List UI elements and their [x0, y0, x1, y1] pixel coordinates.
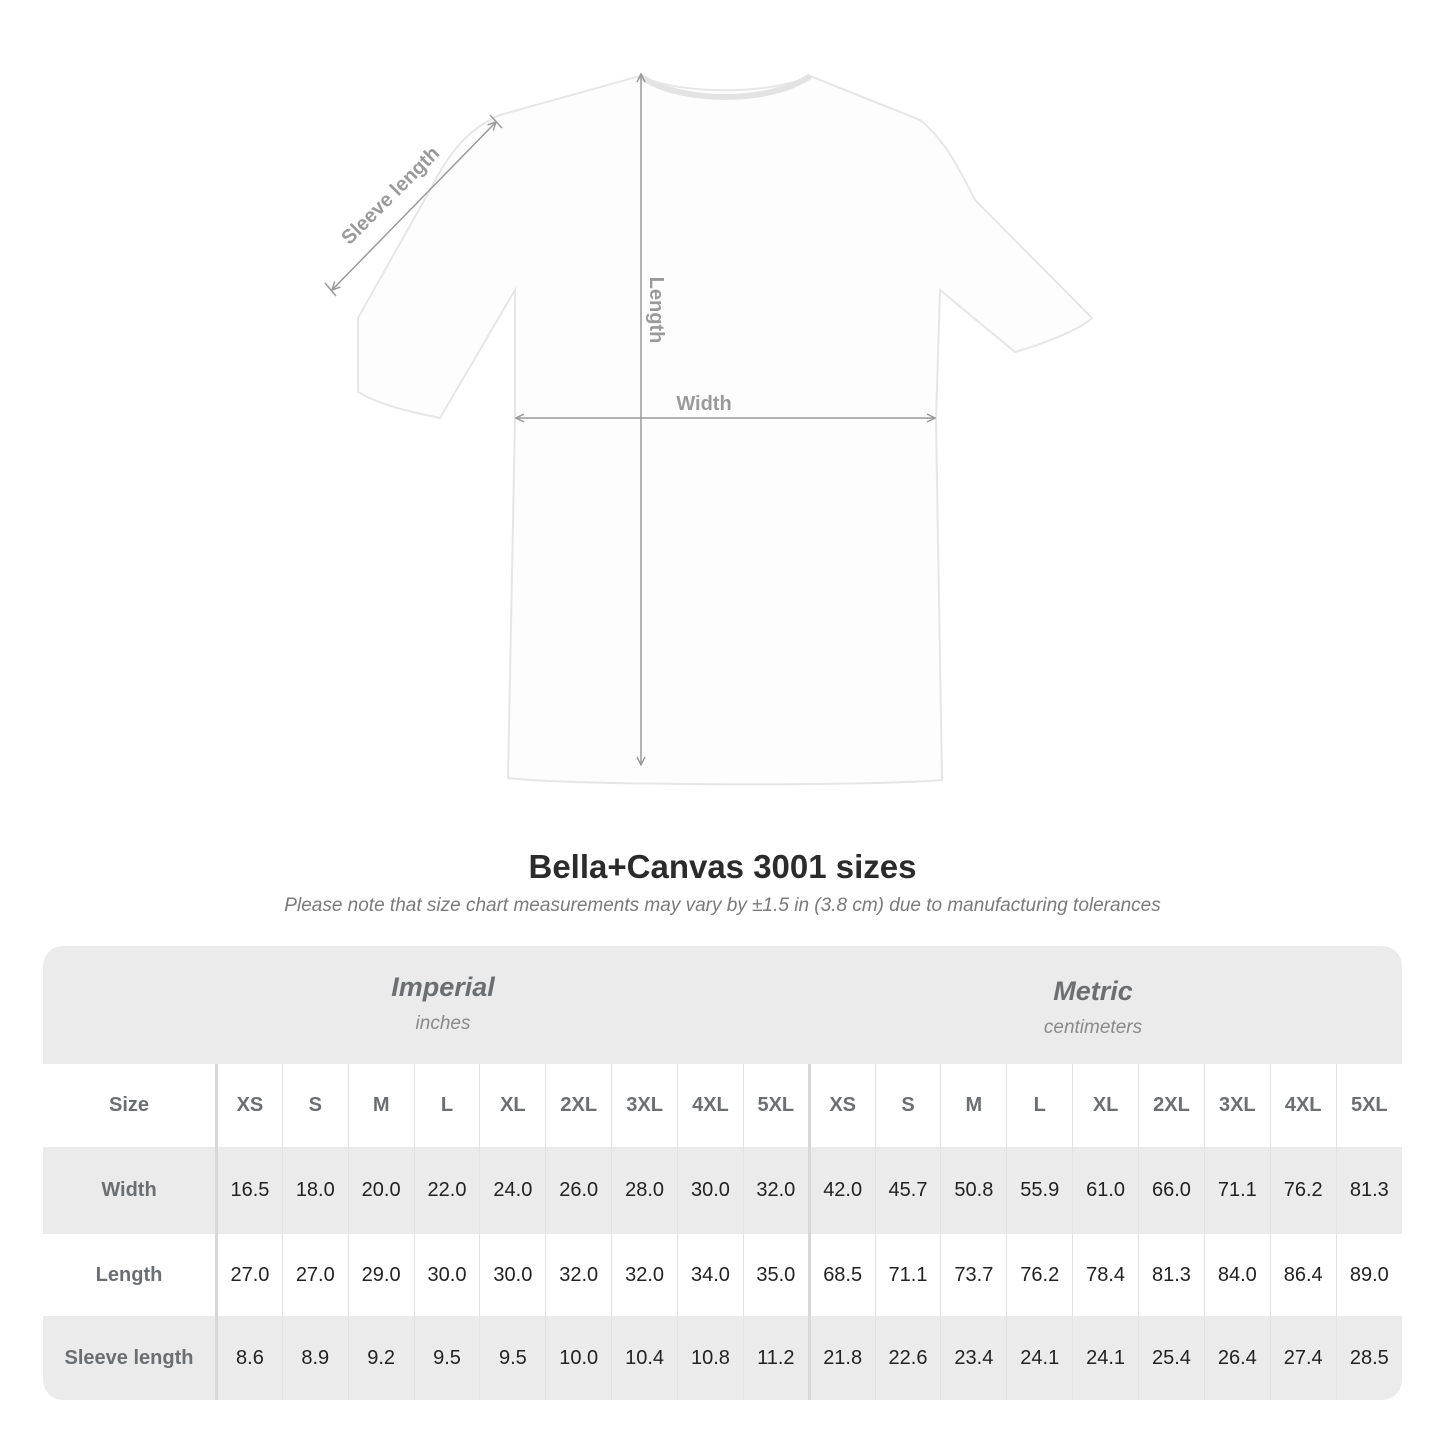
tshirt-body — [357, 74, 1094, 786]
imperial-value-cell: 29.0 — [347, 1234, 415, 1316]
imperial-value-cell: 8.9 — [281, 1316, 349, 1400]
row-label: Sleeve length — [43, 1316, 218, 1400]
metric-unit: centimeters — [1043, 1017, 1143, 1038]
metric-value-cell: 73.7 — [940, 1234, 1007, 1316]
imperial-value-cell: 22.0 — [413, 1147, 480, 1234]
imperial-value-cell: 32.0 — [742, 1147, 810, 1234]
row-label: Length — [43, 1234, 218, 1316]
imperial-value-cell: 16.5 — [216, 1147, 283, 1234]
imperial-size-l: L — [413, 1064, 480, 1147]
metric-value-cell: 76.2 — [1269, 1147, 1337, 1234]
metric-value-cell: 84.0 — [1203, 1234, 1271, 1316]
tshirt-diagram: Sleeve length Length Width — [324, 0, 1094, 786]
imperial-value-cell: 30.0 — [479, 1234, 546, 1316]
metric-value-cell: 50.8 — [940, 1147, 1007, 1234]
metric-value-cell: 81.3 — [1138, 1234, 1205, 1316]
table-row: Length 27.0 27.0 29.0 30.0 30.0 32.0 32.0 34.0 35… — [43, 1234, 1402, 1316]
metric-value-cell: 21.8 — [807, 1316, 876, 1400]
imperial-size-2xl: 2XL — [545, 1064, 612, 1147]
metric-value-cell: 42.0 — [807, 1147, 876, 1234]
metric-title: Metric — [1053, 976, 1133, 1006]
imperial-size-4xl: 4XL — [677, 1064, 744, 1147]
imperial-value-cell: 28.0 — [611, 1147, 678, 1234]
metric-value-cell: 66.0 — [1138, 1147, 1205, 1234]
length-label: Length — [645, 277, 667, 344]
imperial-title: Imperial — [391, 972, 495, 1002]
imperial-value-cell: 10.0 — [545, 1316, 612, 1400]
imperial-value-cell: 11.2 — [742, 1316, 810, 1400]
chart-title: Bella+Canvas 3001 sizes — [528, 848, 917, 885]
table-row: Width 16.5 18.0 20.0 22.0 24.0 26.0 28.0 30.0 32.… — [43, 1147, 1402, 1234]
metric-size-3xl: 3XL — [1203, 1064, 1271, 1147]
imperial-value-cell: 30.0 — [413, 1234, 480, 1316]
metric-value-cell: 28.5 — [1335, 1316, 1402, 1400]
metric-header: Metric centimeters — [893, 976, 1293, 1039]
imperial-value-cell: 24.0 — [479, 1147, 546, 1234]
metric-value-cell: 86.4 — [1269, 1234, 1337, 1316]
metric-size-s: S — [874, 1064, 941, 1147]
size-header-cell: Size — [43, 1064, 218, 1147]
metric-size-xs: XS — [807, 1064, 876, 1147]
imperial-value-cell: 20.0 — [347, 1147, 415, 1234]
metric-size-m: M — [940, 1064, 1007, 1147]
row-label: Width — [43, 1147, 218, 1234]
sleeve-length-arrow — [332, 122, 496, 290]
metric-value-cell: 78.4 — [1072, 1234, 1139, 1316]
imperial-size-s: S — [281, 1064, 349, 1147]
metric-value-cell: 27.4 — [1269, 1316, 1337, 1400]
metric-value-cell: 61.0 — [1072, 1147, 1139, 1234]
imperial-size-xl: XL — [479, 1064, 546, 1147]
imperial-unit: inches — [415, 1013, 471, 1034]
table-row: Sleeve length 8.6 8.9 9.2 9.5 9.5 10.0 10.4 10.8… — [43, 1316, 1402, 1400]
metric-size-4xl: 4XL — [1269, 1064, 1337, 1147]
imperial-value-cell: 8.6 — [216, 1316, 283, 1400]
metric-value-cell: 68.5 — [807, 1234, 876, 1316]
imperial-size-3xl: 3XL — [611, 1064, 678, 1147]
imperial-value-cell: 26.0 — [545, 1147, 612, 1234]
metric-value-cell: 25.4 — [1138, 1316, 1205, 1400]
metric-size-2xl: 2XL — [1138, 1064, 1205, 1147]
metric-value-cell: 23.4 — [940, 1316, 1007, 1400]
imperial-size-m: M — [347, 1064, 415, 1147]
metric-size-l: L — [1006, 1064, 1073, 1147]
imperial-value-cell: 18.0 — [281, 1147, 349, 1234]
imperial-value-cell: 10.4 — [611, 1316, 678, 1400]
imperial-size-xs: XS — [216, 1064, 283, 1147]
metric-size-xl: XL — [1072, 1064, 1139, 1147]
imperial-value-cell: 10.8 — [677, 1316, 744, 1400]
imperial-value-cell: 34.0 — [677, 1234, 744, 1316]
metric-value-cell: 76.2 — [1006, 1234, 1073, 1316]
imperial-value-cell: 9.5 — [413, 1316, 480, 1400]
imperial-value-cell: 9.5 — [479, 1316, 546, 1400]
metric-value-cell: 24.1 — [1072, 1316, 1139, 1400]
imperial-value-cell: 35.0 — [742, 1234, 810, 1316]
metric-value-cell: 55.9 — [1006, 1147, 1073, 1234]
table-header-row: Size XS S M L XL 2XL 3XL 4XL 5XL XS S M L XL 2XL 3XL 4XL 5… — [43, 1064, 1402, 1147]
size-grid: Size XS S M L XL 2XL 3XL 4XL 5XL XS S M L XL 2XL 3XL 4XL 5… — [43, 1064, 1402, 1400]
width-label: Width — [676, 393, 731, 415]
system-header-band — [43, 946, 1402, 1064]
metric-value-cell: 71.1 — [874, 1234, 941, 1316]
metric-value-cell: 71.1 — [1203, 1147, 1271, 1234]
imperial-value-cell: 30.0 — [677, 1147, 744, 1234]
imperial-size-5xl: 5XL — [742, 1064, 810, 1147]
metric-size-5xl: 5XL — [1335, 1064, 1402, 1147]
imperial-value-cell: 32.0 — [611, 1234, 678, 1316]
metric-value-cell: 89.0 — [1335, 1234, 1402, 1316]
metric-value-cell: 81.3 — [1335, 1147, 1402, 1234]
metric-value-cell: 24.1 — [1006, 1316, 1073, 1400]
metric-value-cell: 26.4 — [1203, 1316, 1271, 1400]
imperial-value-cell: 9.2 — [347, 1316, 415, 1400]
imperial-value-cell: 27.0 — [281, 1234, 349, 1316]
imperial-value-cell: 27.0 — [216, 1234, 283, 1316]
imperial-value-cell: 32.0 — [545, 1234, 612, 1316]
chart-subtitle: Please note that size chart measurements… — [284, 895, 1161, 916]
imperial-header: Imperial inches — [243, 972, 643, 1035]
size-table: Imperial inches Metric centimeters Size X… — [43, 946, 1402, 1400]
tshirt-collar — [638, 73, 812, 100]
metric-value-cell: 45.7 — [874, 1147, 941, 1234]
metric-value-cell: 22.6 — [874, 1316, 941, 1400]
